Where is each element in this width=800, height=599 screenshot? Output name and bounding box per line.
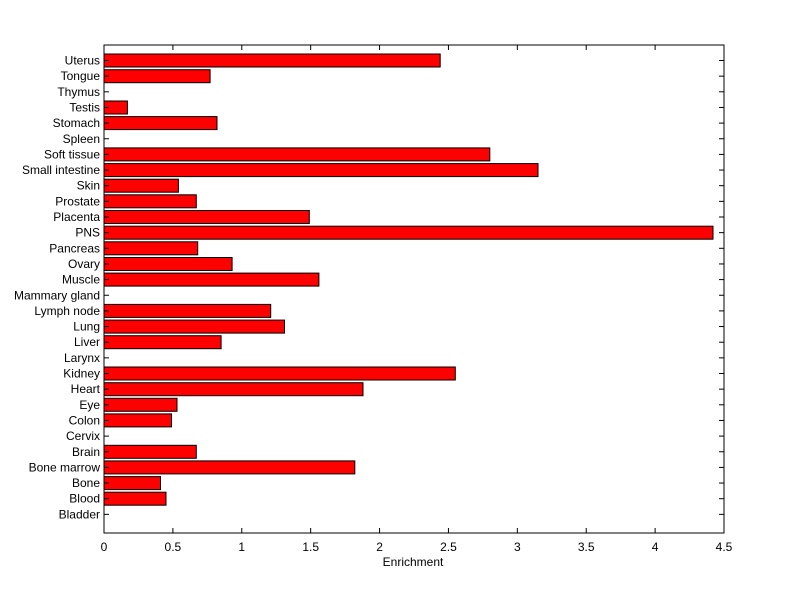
y-tick-label: Prostate (55, 194, 100, 208)
y-tick-label: Kidney (63, 367, 100, 381)
y-tick-label: Placenta (53, 210, 100, 224)
y-tick-label: Eye (79, 398, 100, 412)
y-tick-label: Ovary (68, 257, 100, 271)
x-tick-label: 1.5 (302, 540, 319, 554)
y-tick-label: Skin (77, 179, 100, 193)
bar-muscle (103, 272, 320, 287)
y-tick-label: Lung (73, 320, 100, 334)
y-tick-label: Bone marrow (29, 460, 101, 474)
bar-kidney (103, 366, 456, 381)
bar-bone (103, 476, 161, 491)
y-tick-label: Testis (69, 100, 100, 114)
y-tick-label: Muscle (62, 273, 100, 287)
bar-small-intestine (103, 163, 539, 178)
y-tick-label: Thymus (57, 85, 100, 99)
x-tick-label: 0.5 (165, 540, 182, 554)
bar-colon (103, 413, 172, 428)
y-tick-label: Spleen (63, 132, 100, 146)
y-tick-label: Bladder (59, 507, 100, 521)
y-tick-label: Liver (74, 335, 100, 349)
bar-prostate (103, 194, 197, 209)
y-tick-label: Cervix (66, 429, 100, 443)
bar-heart (103, 382, 364, 397)
bar-skin (103, 178, 179, 193)
bar-bone-marrow (103, 460, 356, 475)
x-tick-label: 3.5 (578, 540, 595, 554)
bar-lung (103, 319, 285, 334)
x-tick-label: 0 (101, 540, 108, 554)
y-tick-label: Colon (69, 413, 100, 427)
axes-frame (103, 44, 725, 534)
bar-uterus (103, 53, 441, 68)
y-tick-label: Heart (71, 382, 101, 396)
y-tick-label: Soft tissue (44, 147, 100, 161)
y-tick-label: Mammary gland (14, 288, 100, 302)
y-tick-label: Uterus (65, 54, 100, 68)
bar-ovary (103, 257, 233, 271)
x-tick-label: 2.5 (440, 540, 457, 554)
y-tick-label: Blood (69, 492, 100, 506)
bar-pancreas (103, 241, 199, 256)
y-tick-label: Lymph node (34, 304, 100, 318)
bar-blood (103, 491, 167, 506)
bar-soft-tissue (103, 147, 491, 162)
bar-placenta (103, 210, 310, 224)
bar-lymph-node (103, 303, 272, 318)
y-tick-label: Stomach (53, 116, 100, 130)
y-tick-label: Bone (72, 476, 100, 490)
y-tick-label: Brain (72, 445, 100, 459)
bar-pns (103, 225, 714, 240)
y-tick-label: Pancreas (49, 241, 100, 255)
y-tick-label: Tongue (61, 69, 101, 83)
x-tick-label: 3 (514, 540, 521, 554)
y-tick-label: PNS (75, 226, 100, 240)
bar-stomach (103, 116, 218, 131)
bar-tongue (103, 69, 211, 84)
x-tick-label: 1 (238, 540, 245, 554)
bar-liver (103, 335, 222, 350)
x-axis-label: Enrichment (383, 555, 444, 569)
y-tick-label: Larynx (64, 351, 100, 365)
y-tick-label: Small intestine (22, 163, 100, 177)
x-tick-label: 4.5 (716, 540, 733, 554)
bar-brain (103, 444, 197, 459)
x-tick-label: 2 (376, 540, 383, 554)
x-tick-label: 4 (652, 540, 659, 554)
bar-eye (103, 397, 178, 412)
